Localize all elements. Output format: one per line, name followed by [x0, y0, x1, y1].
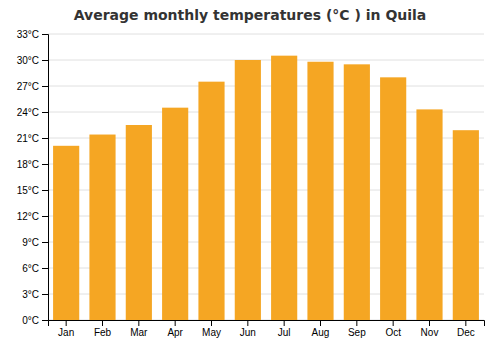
tick-label: Jul: [278, 327, 291, 338]
tick-label: 18°C: [17, 159, 39, 170]
grid: [48, 34, 484, 320]
tick-mark: [42, 268, 48, 269]
bar: [416, 109, 442, 320]
tick-label: Sep: [348, 327, 366, 338]
tick-mark: [429, 320, 430, 326]
tick-mark: [42, 190, 48, 191]
tick: Apr: [167, 320, 183, 338]
tick-label: Mar: [130, 327, 148, 338]
tick-mark: [393, 320, 394, 326]
tick-mark: [42, 294, 48, 295]
tick: 9°C: [22, 237, 48, 248]
tick-label: 21°C: [17, 133, 39, 144]
tick: 12°C: [17, 211, 48, 222]
tick: 30°C: [17, 55, 48, 66]
grid-line: [48, 34, 484, 35]
tick-label: 24°C: [17, 107, 39, 118]
tick: Jan: [58, 320, 74, 338]
tick: 24°C: [17, 107, 48, 118]
tick-label: 30°C: [17, 55, 39, 66]
bars: [53, 56, 479, 320]
tick-label: Aug: [312, 327, 330, 338]
tick-mark: [247, 320, 248, 326]
bar: [235, 60, 261, 320]
chart: 0°C 3°C 6°C 9°C 12°C 15°C 18°C 21°C 24°C 27°C 30°C…: [0, 0, 500, 350]
tick-mark: [66, 320, 67, 326]
tick-label: 27°C: [17, 81, 39, 92]
tick-mark: [42, 60, 48, 61]
bar: [126, 125, 152, 320]
tick-mark: [42, 164, 48, 165]
tick-label: 12°C: [17, 211, 39, 222]
tick: Mar: [130, 320, 148, 338]
bar: [307, 62, 333, 320]
tick: 18°C: [17, 159, 48, 170]
tick: Oct: [385, 320, 401, 338]
tick-label: Jun: [240, 327, 256, 338]
bar: [453, 130, 479, 320]
tick: 27°C: [17, 81, 48, 92]
tick-mark: [175, 320, 176, 326]
grid-line: [48, 86, 484, 87]
tick: 21°C: [17, 133, 48, 144]
tick: 33°C: [17, 29, 48, 40]
bar: [344, 64, 370, 320]
tick-mark: [102, 320, 103, 326]
tick-label: Oct: [385, 327, 401, 338]
axis-line: [42, 35, 49, 321]
tick-label: Dec: [457, 327, 475, 338]
bar: [162, 108, 188, 320]
tick: 15°C: [17, 185, 48, 196]
tick: Sep: [348, 320, 366, 338]
tick-label: 6°C: [22, 263, 39, 274]
tick-mark: [42, 112, 48, 113]
tick: Aug: [312, 320, 330, 338]
tick-mark: [42, 320, 48, 321]
bar: [198, 82, 224, 320]
tick-label: Feb: [94, 327, 112, 338]
tick-label: 9°C: [22, 237, 39, 248]
bar: [380, 77, 406, 320]
bar: [53, 146, 79, 320]
tick-label: 15°C: [17, 185, 39, 196]
tick-mark: [211, 320, 212, 326]
tick-label: 0°C: [22, 315, 39, 326]
tick: Jun: [240, 320, 256, 338]
tick-label: Nov: [421, 327, 439, 338]
plot: 0°C 3°C 6°C 9°C 12°C 15°C 18°C 21°C 24°C 27°C 30°C…: [17, 29, 485, 338]
y-axis: 0°C 3°C 6°C 9°C 12°C 15°C 18°C 21°C 24°C 27°C 30°C…: [17, 29, 49, 326]
tick-mark: [320, 320, 321, 326]
bar: [89, 135, 115, 320]
tick: Feb: [94, 320, 112, 338]
title: Average monthly temperatures (°C ) in Qu…: [74, 7, 427, 23]
tick-mark: [42, 86, 48, 87]
tick-mark: [465, 320, 466, 326]
tick: 6°C: [22, 263, 48, 274]
axis-line: [49, 321, 485, 327]
tick-label: May: [202, 327, 221, 338]
tick: 3°C: [22, 289, 48, 300]
tick-label: 33°C: [17, 29, 39, 40]
tick-label: Jan: [58, 327, 74, 338]
tick-mark: [42, 34, 48, 35]
tick-mark: [42, 138, 48, 139]
tick: 0°C: [22, 315, 48, 326]
tick: Jul: [278, 320, 291, 338]
tick-label: Apr: [167, 327, 183, 338]
tick: May: [202, 320, 221, 338]
tick: Dec: [457, 320, 475, 338]
tick-mark: [356, 320, 357, 326]
tick-mark: [284, 320, 285, 326]
tick-mark: [42, 216, 48, 217]
tick: Nov: [421, 320, 439, 338]
bar: [271, 56, 297, 320]
tick-mark: [42, 242, 48, 243]
tick-mark: [138, 320, 139, 326]
grid-line: [48, 60, 484, 61]
x-axis: Jan Feb Mar Apr May Jun Jul Aug Sep Oct Nov Dec: [49, 320, 485, 338]
tick-label: 3°C: [22, 289, 39, 300]
